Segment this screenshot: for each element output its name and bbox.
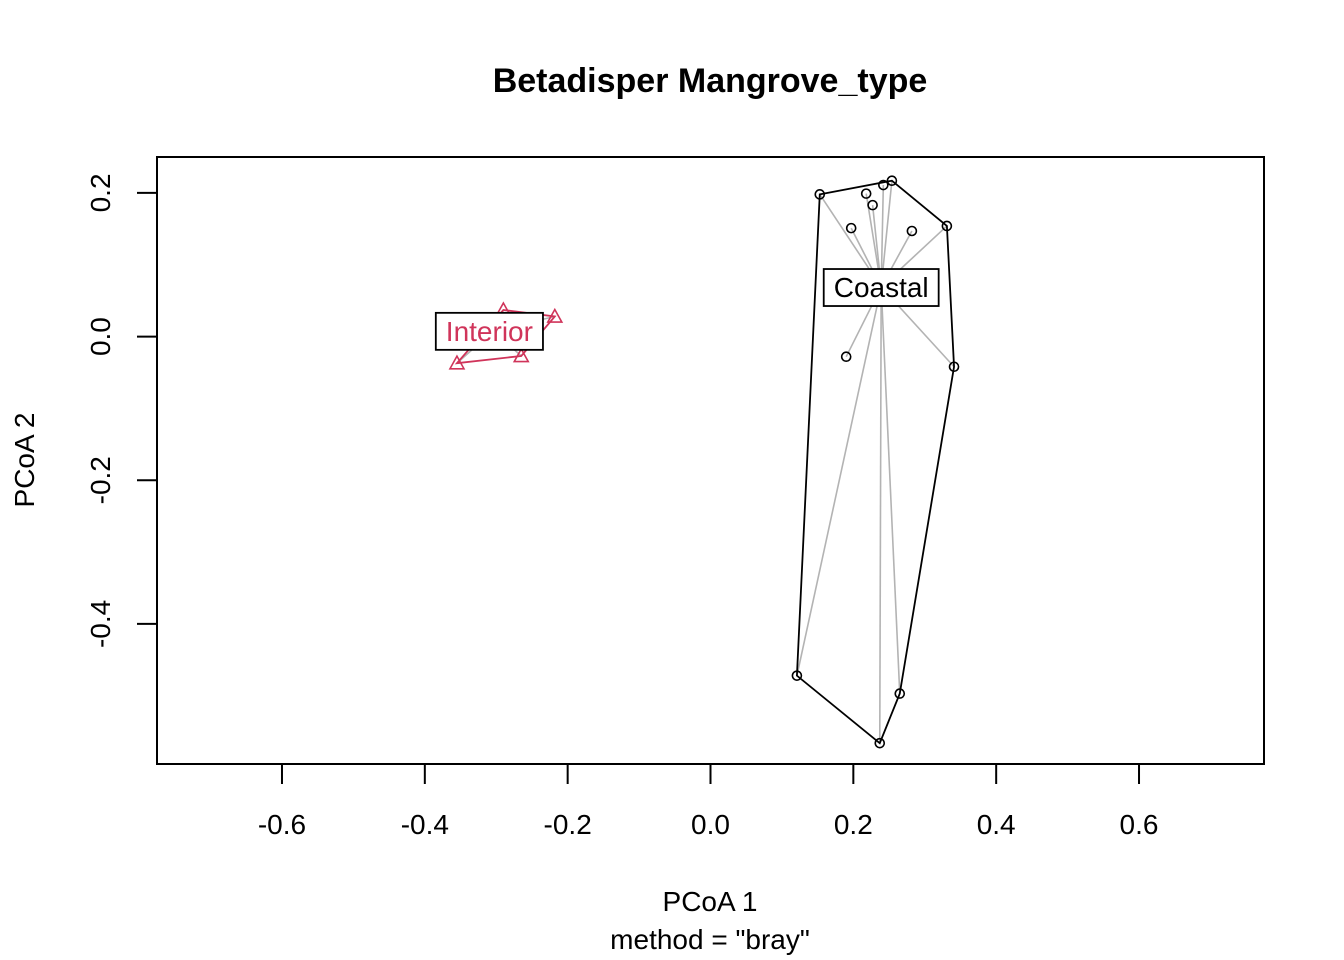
coastal-point <box>845 222 857 234</box>
coastal-point <box>948 361 960 373</box>
chart-title: Betadisper Mangrove_type <box>493 62 928 100</box>
coastal-spoke <box>880 286 901 694</box>
coastal-point <box>894 688 906 699</box>
interior-point <box>546 307 564 323</box>
x-tick-label: -0.2 <box>544 809 592 840</box>
coastal-point <box>878 179 889 191</box>
coastal-point <box>941 220 953 232</box>
coastal-point <box>867 199 878 211</box>
y-tick-label: -0.2 <box>85 456 116 504</box>
y-axis: -0.4 -0.2 0.0 0.2 <box>85 173 157 648</box>
interior-group: Interior <box>434 301 564 370</box>
x-axis: -0.6 -0.4 -0.2 0.0 0.2 0.4 0.6 <box>258 764 1159 840</box>
coastal-point <box>814 189 826 200</box>
coastal-point <box>860 188 872 199</box>
coastal-point <box>874 737 886 749</box>
x-tick-label: 0.6 <box>1120 809 1159 840</box>
x-tick-label: -0.6 <box>258 809 306 840</box>
coastal-point <box>906 225 918 237</box>
coastal-spoke <box>796 286 882 676</box>
plot-layer: Coastal Interior <box>434 175 960 749</box>
y-axis-label: PCoA 2 <box>9 413 40 508</box>
y-tick-label: -0.4 <box>85 600 116 648</box>
y-tick-label: 0.2 <box>85 173 116 212</box>
coastal-label: Coastal <box>834 272 929 303</box>
coastal-point <box>886 175 898 187</box>
interior-point <box>512 347 530 363</box>
x-tick-label: 0.0 <box>691 809 730 840</box>
coastal-hull <box>795 179 955 745</box>
x-axis-sublabel: method = "bray" <box>610 924 810 955</box>
x-tick-label: -0.4 <box>401 809 449 840</box>
coastal-label-box <box>822 268 940 307</box>
plot-frame <box>156 156 1265 765</box>
coastal-point <box>791 670 803 681</box>
x-tick-label: 0.2 <box>834 809 873 840</box>
coastal-spoke <box>878 287 882 744</box>
interior-point <box>448 354 466 370</box>
y-tick-label: 0.0 <box>85 317 116 356</box>
coastal-point <box>840 351 852 362</box>
interior-label: Interior <box>446 316 533 347</box>
coastal-group: Coastal <box>791 175 960 749</box>
x-tick-label: 0.4 <box>977 809 1016 840</box>
interior-label-box <box>434 311 544 351</box>
x-axis-label: PCoA 1 <box>663 886 758 917</box>
